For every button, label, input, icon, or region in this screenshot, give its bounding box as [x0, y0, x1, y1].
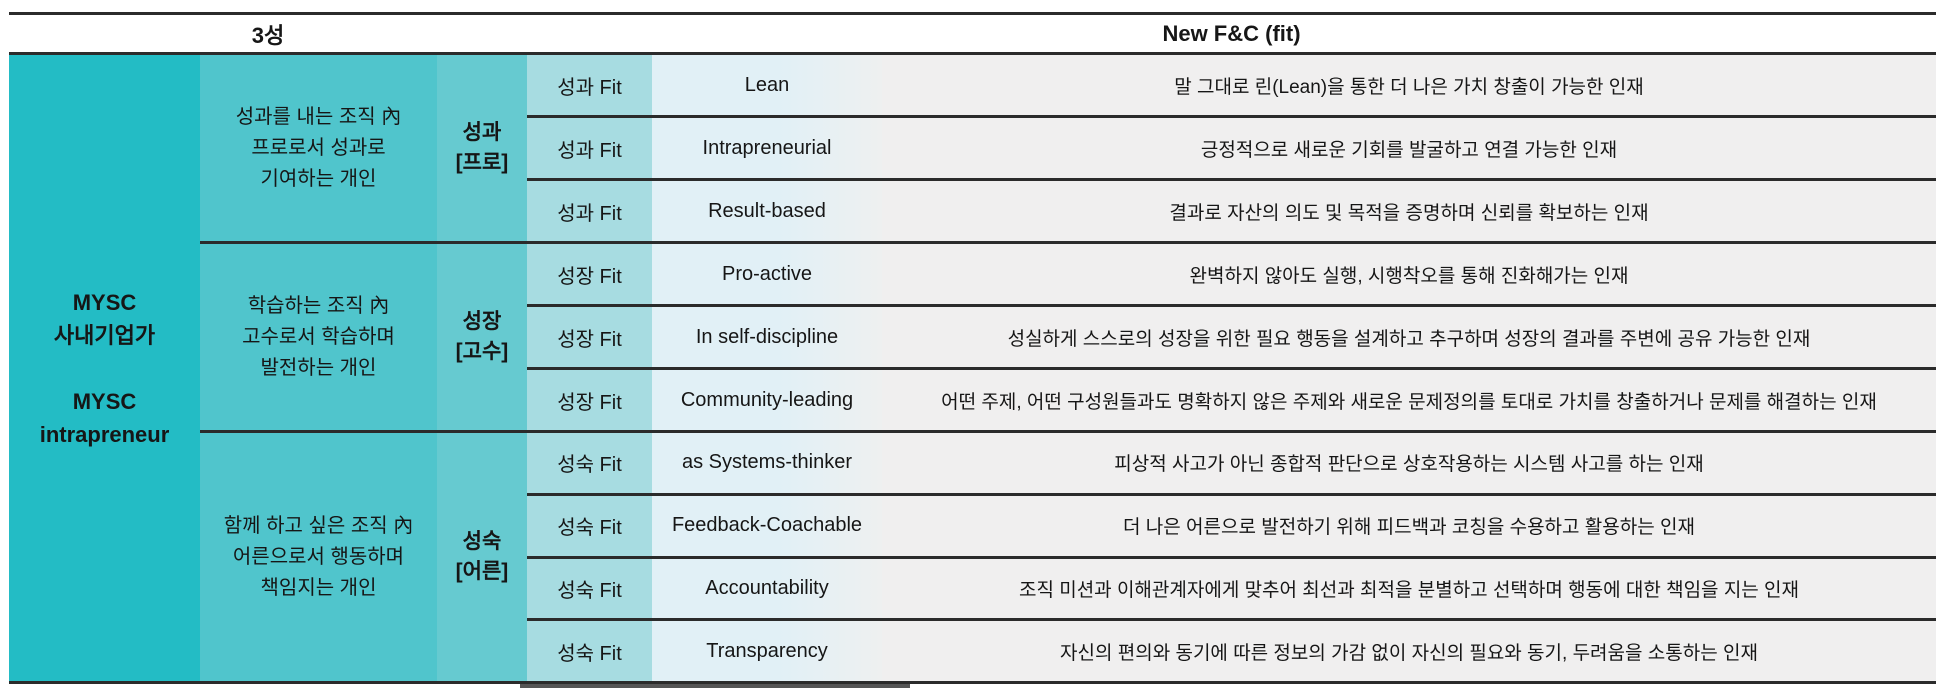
fit-description-cell: 결과로 자산의 의도 및 목적을 증명하며 신뢰를 확보하는 인재: [882, 181, 1936, 241]
fit-description-cell: 완벽하지 않아도 실행, 시행착오를 통해 진화해가는 인재: [882, 244, 1936, 304]
stage-label: 성과 [프로]: [437, 55, 527, 241]
table-row: 성장 Fit In self-discipline 성실하게 스스로의 성장을 …: [527, 304, 1936, 367]
group-seongjang: 학습하는 조직 內 고수로서 학습하며 발전하는 개인 성장 [고수] 성장 F…: [200, 241, 1936, 430]
group-description: 학습하는 조직 內 고수로서 학습하며 발전하는 개인: [200, 244, 437, 430]
table-row: 성숙 Fit Feedback-Coachable 더 나은 어른으로 발전하기…: [527, 492, 1936, 556]
fit-description-cell: 성실하게 스스로의 성장을 위한 필요 행동을 설계하고 추구하며 성장의 결과…: [882, 307, 1936, 367]
table-row: 성장 Fit Pro-active 완벽하지 않아도 실행, 시행착오를 통해 …: [527, 244, 1936, 304]
header-new-fc-fit: New F&C (fit): [1162, 20, 1301, 46]
group-seongsuk: 함께 하고 싶은 조직 內 어른으로서 행동하며 책임지는 개인 성숙 [어른]…: [200, 430, 1936, 681]
table-row: 성과 Fit Lean 말 그대로 린(Lean)을 통한 더 나은 가치 창출…: [527, 55, 1936, 115]
table-body: MYSC 사내기업가 MYSC intrapreneur 성과를 내는 조직 內…: [9, 55, 1936, 681]
stage-groups: 성과를 내는 조직 內 프로로서 성과로 기여하는 개인 성과 [프로] 성과 …: [200, 55, 1936, 681]
fit-name-cell: Result-based: [652, 181, 882, 241]
fit-type-cell: 성과 Fit: [527, 181, 652, 241]
table-header-row: 3성 New F&C (fit): [9, 15, 1936, 55]
fit-name-cell: Community-leading: [652, 370, 882, 430]
stage-label: 성숙 [어른]: [437, 433, 527, 681]
fit-type-cell: 성숙 Fit: [527, 558, 652, 619]
fit-name-cell: Pro-active: [652, 244, 882, 304]
fit-type-cell: 성숙 Fit: [527, 495, 652, 556]
table-row: 성숙 Fit Accountability 조직 미션과 이해관계자에게 맞추어…: [527, 555, 1936, 619]
org-title-cell: MYSC 사내기업가 MYSC intrapreneur: [9, 55, 200, 681]
table-row: 성과 Fit Result-based 결과로 자산의 의도 및 목적을 증명하…: [527, 178, 1936, 241]
fit-description-cell: 말 그대로 린(Lean)을 통한 더 나은 가치 창출이 가능한 인재: [882, 55, 1936, 115]
fit-type-cell: 성숙 Fit: [527, 621, 652, 681]
group-rows: 성숙 Fit as Systems-thinker 피상적 사고가 아닌 종합적…: [527, 433, 1936, 681]
fit-name-cell: Lean: [652, 55, 882, 115]
fit-name-cell: Feedback-Coachable: [652, 495, 882, 556]
fit-name-cell: Transparency: [652, 621, 882, 681]
table-row: 성장 Fit Community-leading 어떤 주제, 어떤 구성원들과…: [527, 367, 1936, 430]
group-description: 성과를 내는 조직 內 프로로서 성과로 기여하는 개인: [200, 55, 437, 241]
group-seonggwa: 성과를 내는 조직 內 프로로서 성과로 기여하는 개인 성과 [프로] 성과 …: [200, 55, 1936, 241]
fit-description-cell: 더 나은 어른으로 발전하기 위해 피드백과 코칭을 수용하고 활용하는 인재: [882, 495, 1936, 556]
group-rows: 성장 Fit Pro-active 완벽하지 않아도 실행, 시행착오를 통해 …: [527, 244, 1936, 430]
fit-description-cell: 피상적 사고가 아닌 종합적 판단으로 상호작용하는 시스템 사고를 하는 인재: [882, 433, 1936, 493]
fit-type-cell: 성과 Fit: [527, 118, 652, 178]
fit-type-cell: 성장 Fit: [527, 370, 652, 430]
fit-description-cell: 어떤 주제, 어떤 구성원들과도 명확하지 않은 주제와 새로운 문제정의를 토…: [882, 370, 1936, 430]
group-rows: 성과 Fit Lean 말 그대로 린(Lean)을 통한 더 나은 가치 창출…: [527, 55, 1936, 241]
table-row: 성숙 Fit Transparency 자신의 편의와 동기에 따른 정보의 가…: [527, 618, 1936, 681]
table-row: 성과 Fit Intrapreneurial 긍정적으로 새로운 기회를 발굴하…: [527, 115, 1936, 178]
fit-type-cell: 성장 Fit: [527, 307, 652, 367]
bottom-edge-line: [520, 684, 910, 688]
fit-name-cell: as Systems-thinker: [652, 433, 882, 493]
fit-name-cell: In self-discipline: [652, 307, 882, 367]
group-description: 함께 하고 싶은 조직 內 어른으로서 행동하며 책임지는 개인: [200, 433, 437, 681]
fit-description-cell: 조직 미션과 이해관계자에게 맞추어 최선과 최적을 분별하고 선택하며 행동에…: [882, 558, 1936, 619]
fit-framework-table: 3성 New F&C (fit) MYSC 사내기업가 MYSC intrapr…: [9, 12, 1936, 684]
table-row: 성숙 Fit as Systems-thinker 피상적 사고가 아닌 종합적…: [527, 433, 1936, 493]
stage-label: 성장 [고수]: [437, 244, 527, 430]
fit-type-cell: 성장 Fit: [527, 244, 652, 304]
fit-type-cell: 성숙 Fit: [527, 433, 652, 493]
fit-name-cell: Accountability: [652, 558, 882, 619]
header-3seong: 3성: [251, 22, 285, 48]
fit-description-cell: 긍정적으로 새로운 기회를 발굴하고 연결 가능한 인재: [882, 118, 1936, 178]
fit-name-cell: Intrapreneurial: [652, 118, 882, 178]
fit-type-cell: 성과 Fit: [527, 55, 652, 115]
fit-description-cell: 자신의 편의와 동기에 따른 정보의 가감 없이 자신의 필요와 동기, 두려움…: [882, 621, 1936, 681]
